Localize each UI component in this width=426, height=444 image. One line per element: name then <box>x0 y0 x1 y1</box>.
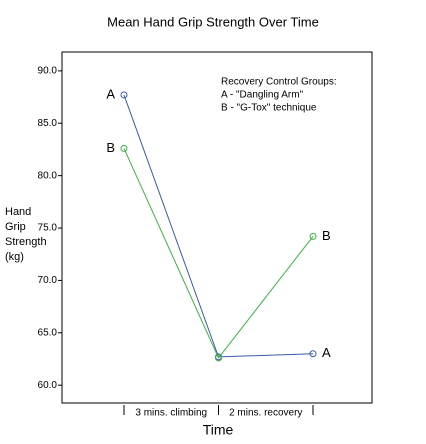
data-point <box>215 354 222 362</box>
x-interval-label: 3 mins. climbing <box>135 408 207 419</box>
point-label: A <box>322 345 331 360</box>
y-tick-label: 80.0 <box>38 170 58 181</box>
data-point <box>120 144 128 152</box>
annotation: A - "Dangling Arm" <box>221 90 304 101</box>
y-tick-label: 65.0 <box>38 327 58 338</box>
data-point <box>120 91 128 99</box>
y-tick-label: 85.0 <box>38 118 58 129</box>
annotation: Recovery Control Groups: <box>221 77 337 88</box>
data-point <box>309 350 317 358</box>
y-axis-title: Strength <box>5 236 47 248</box>
x-axis-title: Time <box>203 422 234 438</box>
x-interval-label: 2 mins. recovery <box>229 408 302 419</box>
data-point <box>309 232 317 240</box>
series-line <box>123 148 314 359</box>
y-axis-title: Hand <box>5 206 31 218</box>
y-tick-label: 60.0 <box>38 380 58 391</box>
series-line <box>123 94 314 358</box>
y-axis-title: (kg) <box>5 251 24 263</box>
y-axis-title: Grip <box>5 221 26 233</box>
point-label: B <box>322 228 331 243</box>
annotation: B - "G-Tox" technique <box>221 103 317 114</box>
y-tick-label: 70.0 <box>38 275 58 286</box>
plot-frame <box>61 51 373 404</box>
y-tick-label: 90.0 <box>38 66 58 77</box>
point-label: A <box>106 86 115 101</box>
chart-title: Mean Hand Grip Strength Over Time <box>107 14 319 29</box>
point-label: B <box>106 140 115 155</box>
y-tick-label: 75.0 <box>38 223 58 234</box>
